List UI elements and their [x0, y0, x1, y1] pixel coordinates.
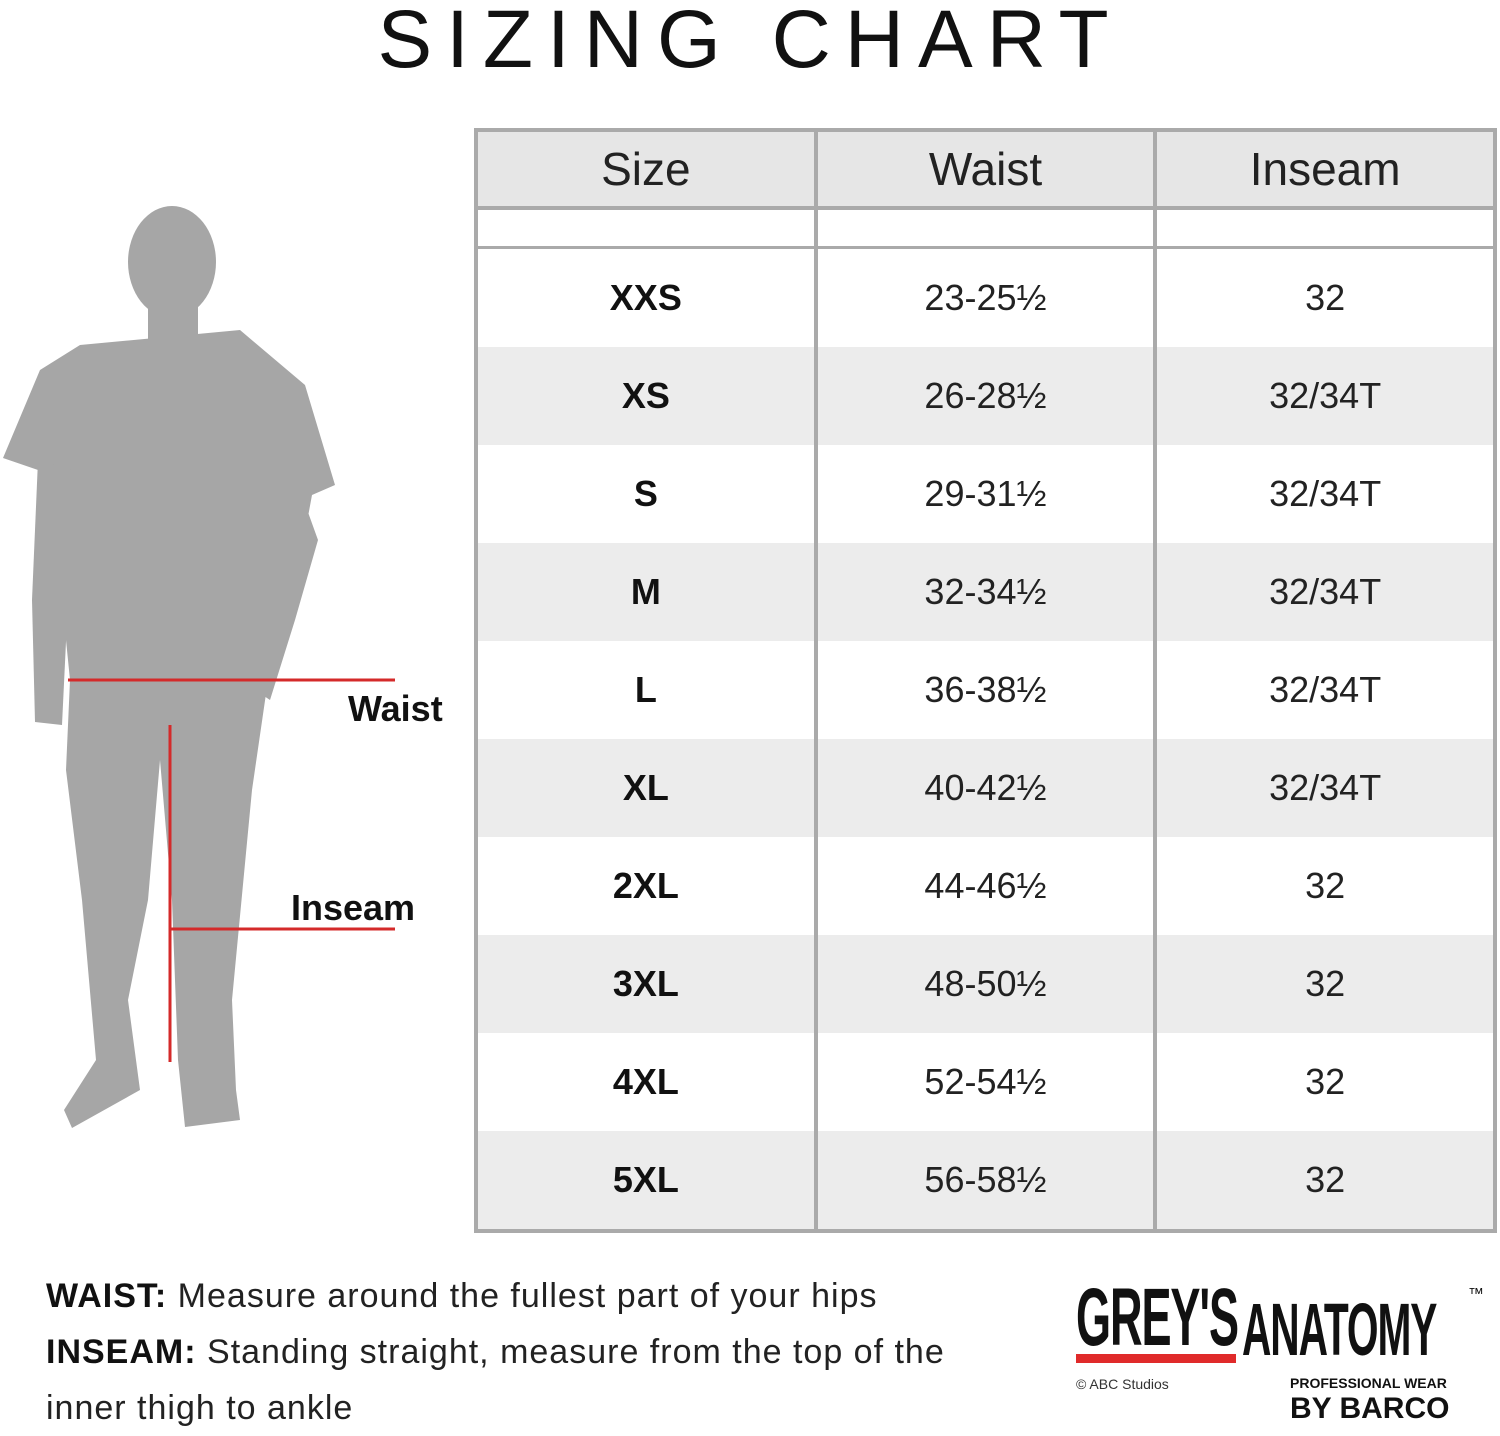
cell: 26-28½ — [813, 347, 1158, 445]
cell: 29-31½ — [813, 445, 1158, 543]
cell: XL — [474, 739, 818, 837]
logo: GREY'S ANATOMY ™ © ABC Studios PROFESSIO… — [1076, 1272, 1496, 1428]
size-table: Size Waist Inseam XXS 23-25½ 32 XS 26-28½ 32/34… — [474, 128, 1497, 1233]
header-cell: Inseam — [1153, 128, 1497, 210]
note-label: WAIST: — [46, 1277, 168, 1315]
maker: BY BARCO — [1290, 1392, 1450, 1425]
cell: 32/34T — [1153, 347, 1497, 445]
cell: 5XL — [474, 1131, 818, 1233]
header-cell: Waist — [813, 128, 1158, 210]
copyright: © ABC Studios — [1076, 1376, 1169, 1392]
waist-label: Waist — [348, 688, 443, 729]
size-row: S 29-31½ 32/34T — [474, 445, 1497, 543]
header-cell: Size — [474, 128, 818, 210]
cell: 3XL — [474, 935, 818, 1033]
note-label: INSEAM: — [46, 1333, 197, 1371]
size-row: 3XL 48-50½ 32 — [474, 935, 1497, 1033]
inseam-note: INSEAM: Standing straight, measure from … — [46, 1324, 986, 1436]
cell: 2XL — [474, 837, 818, 935]
cell: 36-38½ — [813, 641, 1158, 739]
cell: 32/34T — [1153, 445, 1497, 543]
cell: 32-34½ — [813, 543, 1158, 641]
size-row: XL 40-42½ 32/34T — [474, 739, 1497, 837]
size-row: 5XL 56-58½ 32 — [474, 1131, 1497, 1233]
cell: 32/34T — [1153, 641, 1497, 739]
cell: 23-25½ — [813, 247, 1158, 347]
cell: 4XL — [474, 1033, 818, 1131]
size-row: 4XL 52-54½ 32 — [474, 1033, 1497, 1131]
size-row: M 32-34½ 32/34T — [474, 543, 1497, 641]
cell: XXS — [474, 247, 818, 347]
cell: 32/34T — [1153, 739, 1497, 837]
cell: 32/34T — [1153, 543, 1497, 641]
inseam-label: Inseam — [291, 887, 416, 928]
size-row: L 36-38½ 32/34T — [474, 641, 1497, 739]
cell: 56-58½ — [813, 1131, 1158, 1233]
cell: 32 — [1153, 1131, 1497, 1233]
tagline: PROFESSIONAL WEAR — [1290, 1375, 1447, 1391]
cell: 48-50½ — [813, 935, 1158, 1033]
spacer-row — [474, 208, 1497, 249]
size-row: XS 26-28½ 32/34T — [474, 347, 1497, 445]
title: SIZING CHART — [377, 0, 1123, 85]
header-row: Size Waist Inseam — [474, 128, 1497, 210]
size-row: XXS 23-25½ 32 — [474, 247, 1497, 347]
cell: 32 — [1153, 1033, 1497, 1131]
cell: 32 — [1153, 935, 1497, 1033]
trademark: ™ — [1468, 1286, 1484, 1303]
cell: S — [474, 445, 818, 543]
waist-note: WAIST: Measure around the fullest part o… — [46, 1268, 986, 1324]
brand-second: ANATOMY — [1242, 1288, 1437, 1371]
brand-first: GREY'S — [1076, 1272, 1239, 1363]
cell: L — [474, 641, 818, 739]
cell: 40-42½ — [813, 739, 1158, 837]
note-text: Standing straight, measure from the top … — [46, 1333, 945, 1427]
brand-bar — [1076, 1354, 1236, 1363]
cell: 52-54½ — [813, 1033, 1158, 1131]
cell: 44-46½ — [813, 837, 1158, 935]
cell: 32 — [1153, 247, 1497, 347]
silhouette — [3, 206, 395, 1128]
cell: M — [474, 543, 818, 641]
note-text: Measure around the fullest part of your … — [177, 1277, 878, 1315]
cell: XS — [474, 347, 818, 445]
cell: 32 — [1153, 837, 1497, 935]
size-row: 2XL 44-46½ 32 — [474, 837, 1497, 935]
